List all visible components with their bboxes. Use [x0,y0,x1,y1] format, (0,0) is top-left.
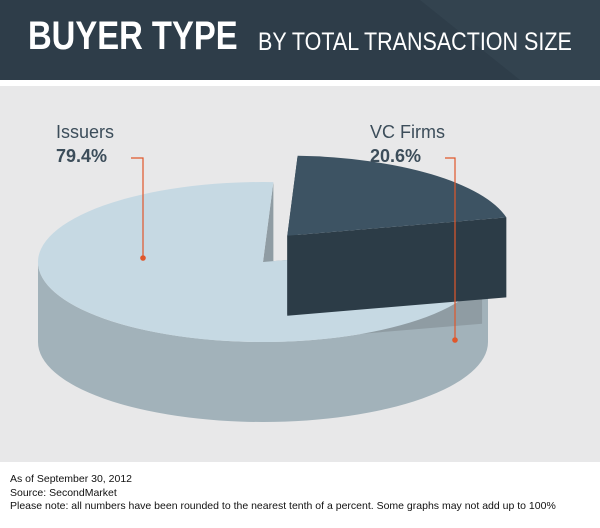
footer-note: Please note: all numbers have been round… [10,500,556,512]
label-name-vc-firms: VC Firms [370,122,445,142]
header-banner: BUYER TYPE BY TOTAL TRANSACTION SIZE [0,0,600,80]
leader-line-vc-firms [445,157,456,340]
footer-date: As of September 30, 2012 [10,473,132,485]
footer-source: Source: SecondMarket [10,486,117,499]
leader-dot-vc-firms [452,337,458,343]
label-name-issuers: Issuers [56,122,114,142]
header-stripe-decoration [420,0,600,80]
leader-line-issuers [131,157,144,258]
slice-vc-firms [287,155,507,316]
footer-notes: As of September 30, 2012 Source: SecondM… [10,473,556,514]
label-value-issuers: 79.4% [56,146,107,166]
slice-top-vc-firms [287,155,507,236]
chart-subtitle: BY TOTAL TRANSACTION SIZE [258,28,572,56]
leader-dot-issuers [140,255,146,261]
label-value-vc-firms: 20.6% [370,146,421,166]
chart-title: BUYER TYPE [28,14,238,58]
slice-cut-wall-vc-firms-1 [287,217,507,316]
plot-area: Issuers 79.4% VC Firms 20.6% [0,86,600,462]
pie-chart: Issuers 79.4% VC Firms 20.6% [38,122,507,422]
